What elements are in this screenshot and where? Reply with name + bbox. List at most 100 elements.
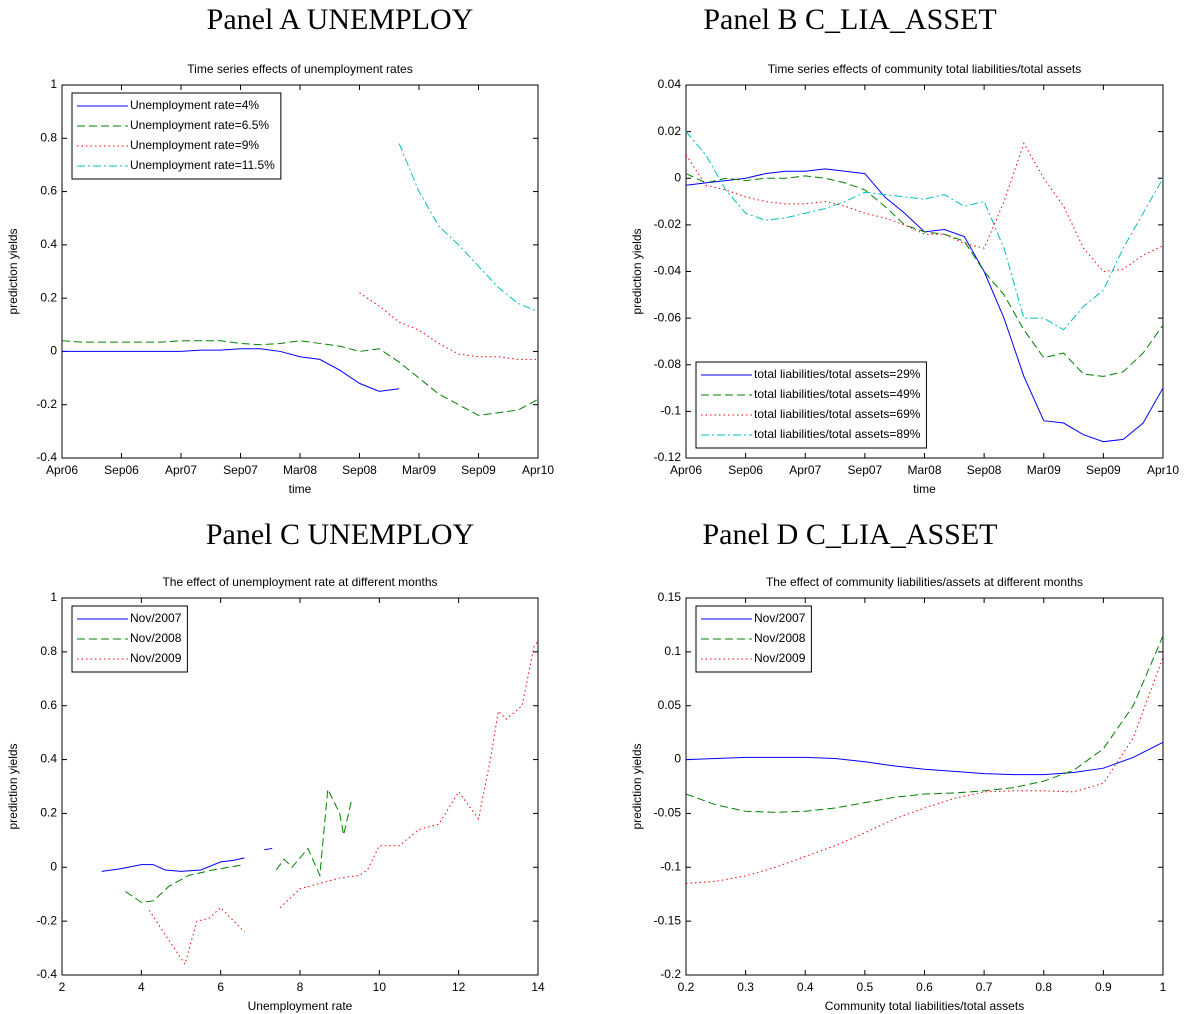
x-tick-label: 0.8 — [1035, 980, 1052, 994]
x-tick-label: Apr07 — [165, 463, 197, 477]
y-tick-label: 0.04 — [658, 77, 682, 91]
y-tick-label: -0.15 — [654, 913, 682, 927]
x-tick-label: Sep09 — [1086, 463, 1121, 477]
y-tick-label: -0.4 — [36, 967, 57, 981]
legend-label: total liabilities/total assets=49% — [754, 387, 921, 401]
y-axis-label: prediction yields — [6, 228, 20, 314]
x-axis-label: time — [913, 482, 936, 496]
y-tick-label: 0 — [50, 859, 57, 873]
series-line — [62, 348, 400, 392]
legend-label: Nov/2008 — [130, 631, 182, 645]
x-tick-label: Sep07 — [223, 463, 258, 477]
x-tick-label: Sep09 — [461, 463, 496, 477]
x-tick-label: Mar09 — [402, 463, 436, 477]
x-tick-label: Mar09 — [1027, 463, 1061, 477]
series-line — [125, 787, 353, 903]
y-tick-label: 0 — [674, 752, 681, 766]
panel-heading: Panel C UNEMPLOY — [206, 518, 474, 551]
series-line — [685, 741, 1164, 776]
legend-label: Unemployment rate=11.5% — [130, 158, 275, 172]
legend-label: total liabilities/total assets=29% — [754, 367, 921, 381]
series-line — [101, 847, 273, 872]
y-tick-label: 0.1 — [664, 644, 681, 658]
y-tick-label: -0.1 — [660, 859, 681, 873]
legend-box — [695, 361, 927, 449]
x-tick-label: 0.5 — [857, 980, 874, 994]
legend-label: total liabilities/total assets=69% — [754, 407, 921, 421]
legend-label: Unemployment rate=9% — [130, 138, 259, 152]
x-tick-label: 1 — [1160, 980, 1167, 994]
x-tick-label: Apr07 — [789, 463, 821, 477]
y-tick-label: 1 — [50, 77, 57, 91]
x-tick-label: Mar08 — [907, 463, 941, 477]
x-axis-label: Community total liabilities/total assets — [825, 999, 1024, 1013]
legend-label: Unemployment rate=4% — [130, 98, 259, 112]
y-tick-label: 0.2 — [40, 806, 57, 820]
y-tick-label: -0.12 — [654, 450, 682, 464]
x-tick-label: Apr06 — [670, 463, 702, 477]
x-tick-label: Apr06 — [46, 463, 78, 477]
panel-heading: Panel D C_LIA_ASSET — [703, 518, 998, 551]
y-tick-label: 0.05 — [658, 698, 682, 712]
y-tick-label: 0.4 — [40, 752, 57, 766]
y-tick-label: 0.02 — [658, 124, 682, 138]
legend: Nov/2007 Nov/2008 Nov/2009 — [695, 605, 812, 673]
y-tick-label: -0.02 — [654, 217, 682, 231]
legend-label: Nov/2009 — [130, 651, 182, 665]
legend: Unemployment rate=4% Unemployment rate=6.… — [71, 92, 282, 180]
series-line — [685, 131, 1164, 331]
panel-heading: Panel B C_LIA_ASSET — [703, 3, 996, 36]
series-line — [685, 142, 1164, 273]
legend-label: Nov/2009 — [754, 651, 806, 665]
series-line — [359, 292, 538, 360]
x-tick-label: Sep08 — [342, 463, 377, 477]
y-axis-label: prediction yields — [630, 743, 644, 829]
y-tick-label: 0.15 — [658, 590, 682, 604]
panel-heading: Panel A UNEMPLOY — [207, 3, 474, 36]
y-tick-label: 0.8 — [40, 644, 57, 658]
x-tick-label: 4 — [138, 980, 145, 994]
x-tick-label: 0.3 — [737, 980, 754, 994]
x-tick-label: 2 — [59, 980, 66, 994]
y-tick-label: -0.4 — [36, 450, 57, 464]
legend-label: Nov/2007 — [130, 611, 182, 625]
legend-box — [71, 92, 282, 180]
legend-label: Unemployment rate=6.5% — [130, 118, 269, 132]
x-tick-label: Mar08 — [283, 463, 317, 477]
series-line — [148, 640, 539, 966]
x-tick-label: 12 — [452, 980, 466, 994]
x-tick-label: 0.4 — [797, 980, 814, 994]
legend-label: Nov/2008 — [754, 631, 806, 645]
x-tick-label: 8 — [297, 980, 304, 994]
x-tick-label: 0.9 — [1095, 980, 1112, 994]
y-tick-label: -0.06 — [654, 310, 682, 324]
y-tick-label: -0.05 — [654, 806, 682, 820]
x-tick-label: Apr10 — [1147, 463, 1179, 477]
series-line — [685, 173, 1164, 377]
y-tick-label: 0.8 — [40, 130, 57, 144]
x-tick-label: 14 — [531, 980, 545, 994]
x-tick-label: 0.6 — [916, 980, 933, 994]
chart-title: The effect of unemployment rate at diffe… — [162, 575, 437, 589]
series-line — [685, 635, 1164, 813]
x-tick-label: 0.2 — [678, 980, 695, 994]
y-tick-label: 1 — [50, 590, 57, 604]
y-tick-label: -0.1 — [660, 404, 681, 418]
y-tick-label: -0.08 — [654, 357, 682, 371]
chart-title: Time series effects of unemployment rate… — [187, 62, 412, 76]
y-axis-label: prediction yields — [6, 743, 20, 829]
x-tick-label: 0.7 — [976, 980, 993, 994]
y-axis-label: prediction yields — [630, 228, 644, 314]
chart-title: Time series effects of community total l… — [768, 62, 1081, 76]
y-tick-label: -0.2 — [36, 397, 57, 411]
x-axis-label: Unemployment rate — [248, 999, 353, 1013]
x-tick-label: Sep07 — [848, 463, 883, 477]
chart-title: The effect of community liabilities/asse… — [766, 575, 1083, 589]
series-line — [61, 340, 539, 416]
y-tick-label: -0.2 — [36, 913, 57, 927]
x-tick-label: 6 — [217, 980, 224, 994]
x-tick-label: Sep06 — [728, 463, 763, 477]
y-tick-label: 0.6 — [40, 184, 57, 198]
legend: Nov/2007 Nov/2008 Nov/2009 — [71, 605, 188, 673]
